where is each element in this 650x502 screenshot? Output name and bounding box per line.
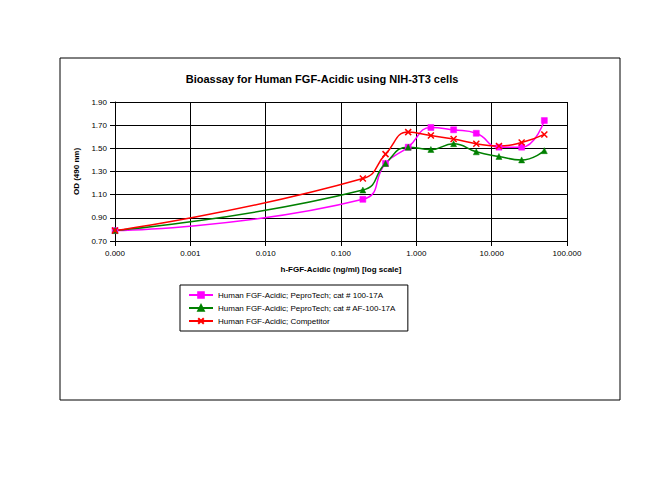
svg-text:0.010: 0.010 [256,249,277,258]
svg-text:OD (490 nm): OD (490 nm) [72,148,81,195]
svg-text:0.100: 0.100 [331,249,352,258]
svg-text:Human FGF-Acidic; PeproTech; c: Human FGF-Acidic; PeproTech; cat # 100-1… [218,291,384,300]
svg-text:1.50: 1.50 [91,144,107,153]
svg-text:1.000: 1.000 [406,249,427,258]
svg-text:1.70: 1.70 [91,121,107,130]
svg-text:0.001: 0.001 [180,249,201,258]
svg-text:0.000: 0.000 [105,249,126,258]
svg-text:0.70: 0.70 [91,237,107,246]
svg-text:1.30: 1.30 [91,167,107,176]
svg-text:0.90: 0.90 [91,213,107,222]
svg-text:Bioassay for Human FGF-Acidic: Bioassay for Human FGF-Acidic using NIH-… [186,73,459,85]
svg-text:1.10: 1.10 [91,190,107,199]
svg-text:h-FGF-Acidic (ng/ml) [log scal: h-FGF-Acidic (ng/ml) [log scale] [281,265,402,274]
svg-text:10.000: 10.000 [479,249,504,258]
svg-text:Human FGF-Acidic; PeproTech; c: Human FGF-Acidic; PeproTech; cat # AF-10… [218,304,396,313]
svg-text:1.90: 1.90 [91,98,107,107]
svg-text:Human FGF-Acidic; Competitor: Human FGF-Acidic; Competitor [218,317,330,326]
svg-text:100.000: 100.000 [553,249,582,258]
